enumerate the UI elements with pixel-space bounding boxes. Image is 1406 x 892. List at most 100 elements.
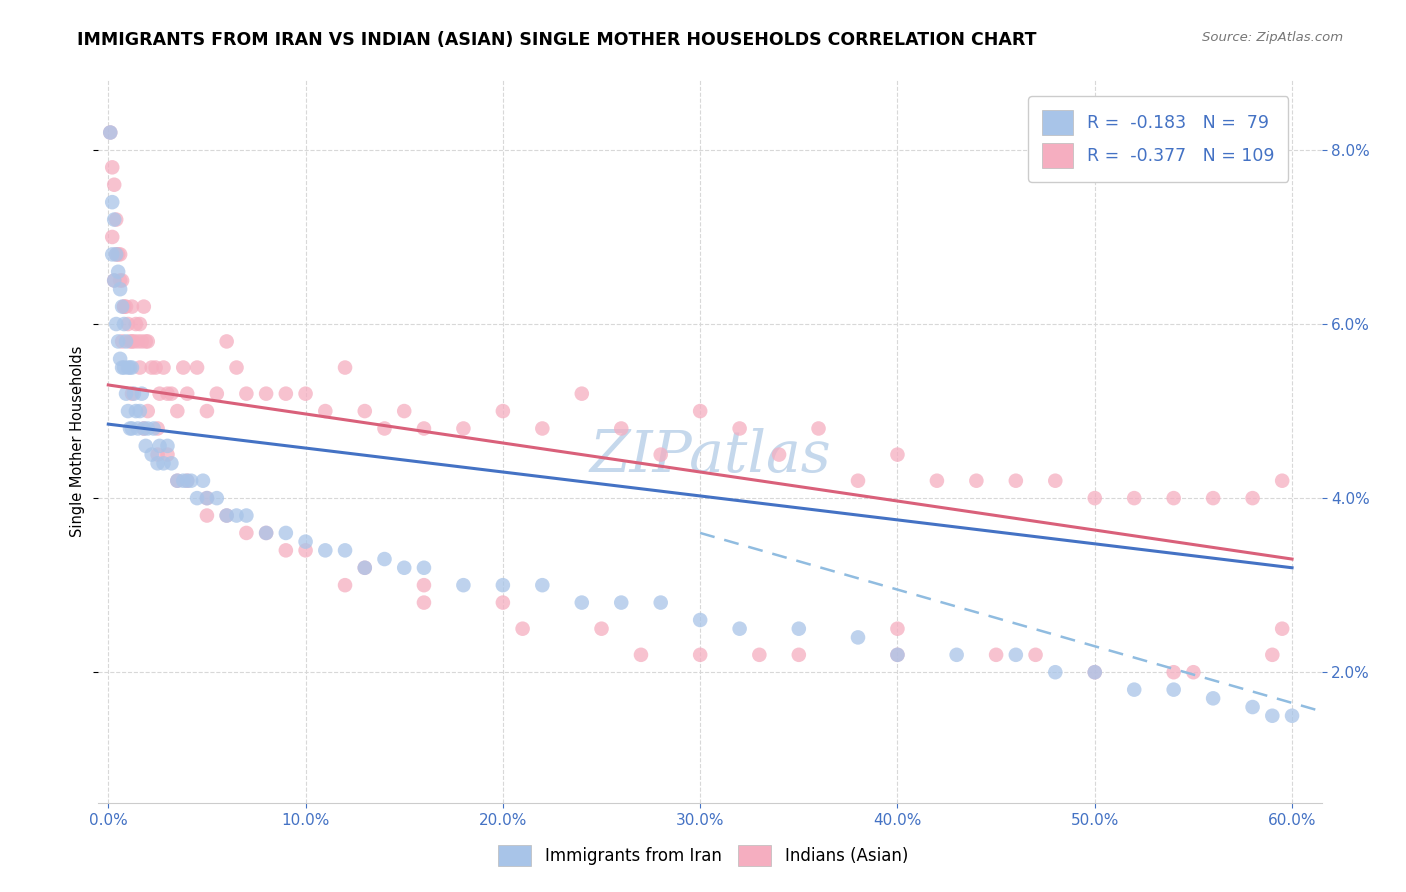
Point — [112, 360, 135, 375]
Point — [1084, 665, 1107, 680]
Point — [135, 439, 157, 453]
Point — [146, 456, 169, 470]
Point — [630, 648, 652, 662]
Point — [136, 421, 159, 435]
Point — [195, 491, 218, 505]
Point — [136, 334, 159, 349]
Point — [1163, 491, 1185, 505]
Point — [152, 360, 174, 375]
Legend: R =  -0.183   N =  79, R =  -0.377   N = 109: R = -0.183 N = 79, R = -0.377 N = 109 — [1028, 96, 1288, 182]
Point — [807, 421, 830, 435]
Point — [1004, 474, 1026, 488]
Point — [353, 561, 375, 575]
Point — [111, 334, 134, 349]
Point — [115, 386, 138, 401]
Point — [274, 525, 297, 540]
Point — [127, 334, 149, 349]
Point — [886, 448, 908, 462]
Point — [128, 404, 150, 418]
Point — [846, 631, 869, 645]
Point — [591, 622, 613, 636]
Point — [176, 474, 198, 488]
Point — [142, 421, 165, 435]
Point — [1025, 648, 1047, 662]
Point — [353, 561, 375, 575]
Legend: Immigrants from Iran, Indians (Asian): Immigrants from Iran, Indians (Asian) — [491, 838, 915, 873]
Point — [254, 525, 277, 540]
Point — [166, 404, 188, 418]
Point — [195, 508, 218, 523]
Point — [1004, 648, 1026, 662]
Point — [748, 648, 770, 662]
Point — [294, 534, 316, 549]
Point — [205, 386, 228, 401]
Point — [152, 456, 174, 470]
Point — [531, 421, 554, 435]
Point — [1163, 682, 1185, 697]
Point — [492, 596, 515, 610]
Point — [1202, 691, 1225, 706]
Text: IMMIGRANTS FROM IRAN VS INDIAN (ASIAN) SINGLE MOTHER HOUSEHOLDS CORRELATION CHAR: IMMIGRANTS FROM IRAN VS INDIAN (ASIAN) S… — [77, 31, 1036, 49]
Point — [689, 613, 711, 627]
Point — [1084, 665, 1107, 680]
Point — [172, 474, 194, 488]
Point — [1241, 700, 1264, 714]
Point — [172, 360, 194, 375]
Point — [115, 300, 138, 314]
Point — [132, 421, 155, 435]
Point — [149, 386, 172, 401]
Point — [121, 300, 143, 314]
Point — [373, 552, 395, 566]
Point — [1045, 474, 1067, 488]
Point — [215, 508, 238, 523]
Point — [886, 648, 908, 662]
Point — [141, 448, 163, 462]
Point — [98, 126, 121, 140]
Point — [413, 421, 436, 435]
Point — [1084, 491, 1107, 505]
Point — [121, 334, 143, 349]
Point — [215, 508, 238, 523]
Point — [118, 360, 141, 375]
Point — [1202, 491, 1225, 505]
Point — [118, 421, 141, 435]
Point — [254, 525, 277, 540]
Point — [125, 317, 148, 331]
Point — [117, 317, 139, 331]
Point — [186, 360, 208, 375]
Point — [107, 265, 129, 279]
Point — [166, 474, 188, 488]
Point — [115, 334, 138, 349]
Point — [846, 474, 869, 488]
Point — [1271, 474, 1294, 488]
Point — [101, 161, 124, 175]
Point — [121, 421, 143, 435]
Point — [314, 404, 336, 418]
Point — [122, 386, 145, 401]
Point — [112, 300, 135, 314]
Point — [333, 543, 356, 558]
Point — [728, 622, 751, 636]
Point — [132, 421, 155, 435]
Point — [945, 648, 967, 662]
Point — [235, 525, 257, 540]
Point — [105, 247, 128, 261]
Point — [121, 360, 143, 375]
Point — [571, 596, 593, 610]
Point — [492, 578, 515, 592]
Point — [117, 360, 139, 375]
Point — [135, 334, 157, 349]
Point — [1261, 648, 1284, 662]
Point — [180, 474, 202, 488]
Point — [111, 300, 134, 314]
Point — [166, 474, 188, 488]
Point — [101, 230, 124, 244]
Text: Source: ZipAtlas.com: Source: ZipAtlas.com — [1202, 31, 1343, 45]
Point — [650, 596, 672, 610]
Point — [101, 247, 124, 261]
Point — [131, 386, 153, 401]
Point — [787, 648, 810, 662]
Point — [453, 578, 475, 592]
Point — [294, 386, 316, 401]
Point — [105, 212, 128, 227]
